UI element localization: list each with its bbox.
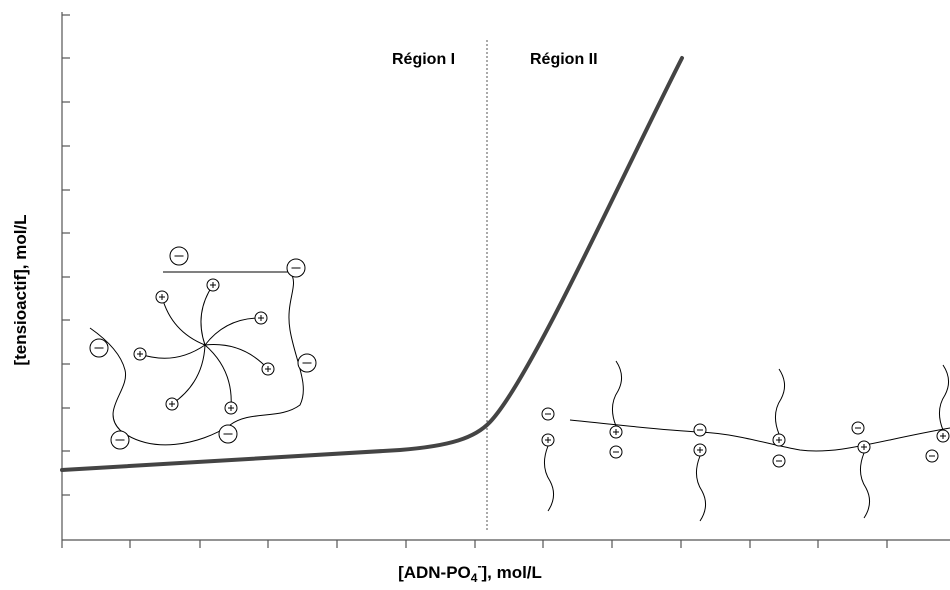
region-label: Région II bbox=[530, 51, 598, 68]
surfactant-tail bbox=[696, 455, 706, 522]
molecules bbox=[89, 246, 950, 522]
axes bbox=[61, 12, 950, 541]
surfactant-tail bbox=[775, 368, 785, 435]
surfactant-tail bbox=[139, 344, 206, 359]
surfactant-tail bbox=[204, 317, 262, 346]
curve bbox=[60, 56, 684, 472]
polymer bbox=[89, 271, 304, 446]
surfactant-tail bbox=[200, 284, 214, 346]
surfactant-tail bbox=[939, 364, 949, 431]
surfactant-tail bbox=[860, 452, 870, 519]
x-label-part: [ADN-PO bbox=[398, 563, 471, 582]
surfactant-tail bbox=[171, 344, 206, 405]
x-label-sub: 4 bbox=[471, 571, 478, 585]
surfactant-tail bbox=[161, 296, 206, 346]
x-label-sup: - bbox=[477, 559, 481, 573]
surfactant-tail bbox=[204, 344, 232, 409]
region-label: Région I bbox=[392, 51, 455, 68]
dna-chain bbox=[569, 419, 950, 452]
surfactant-tail bbox=[544, 445, 554, 512]
ticks bbox=[61, 14, 888, 548]
surfactant-tail bbox=[612, 360, 622, 427]
x-label-part: ], mol/L bbox=[481, 563, 541, 582]
surfactant-tail bbox=[204, 344, 269, 370]
y-axis-label: [tensioactif], mol/L bbox=[11, 214, 30, 365]
x-axis-label: [ADN-PO4-], mol/L bbox=[398, 559, 542, 585]
